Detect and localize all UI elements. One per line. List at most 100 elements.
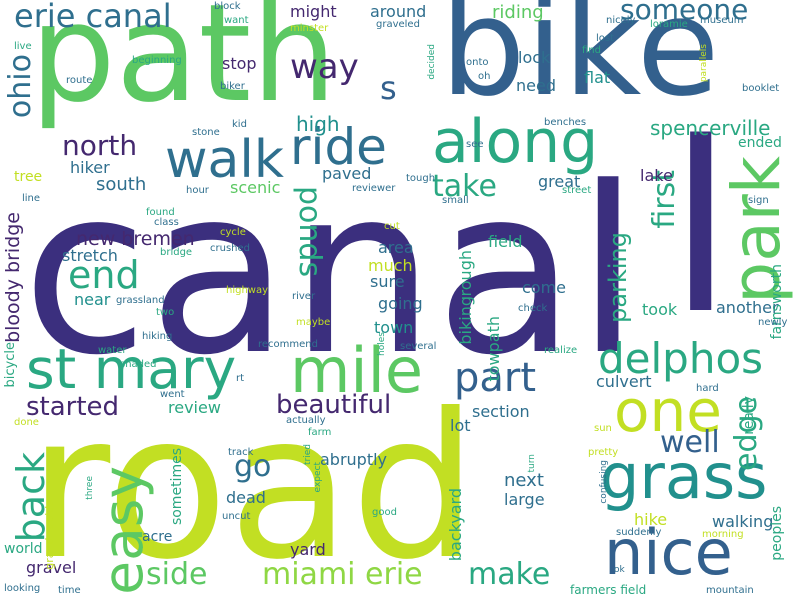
word: bike xyxy=(440,0,720,126)
word: l xyxy=(668,93,734,366)
word: suddenly xyxy=(616,527,662,538)
word: make xyxy=(468,557,551,592)
word: water xyxy=(98,345,127,356)
word: decided xyxy=(427,44,437,80)
word: going xyxy=(378,294,423,313)
word: beautiful xyxy=(276,390,392,420)
word: class xyxy=(154,217,179,228)
word: ok xyxy=(614,565,625,575)
word: scenic xyxy=(230,178,281,197)
word: riding xyxy=(492,2,544,23)
word: nicely xyxy=(606,15,636,26)
word: reviewer xyxy=(352,183,396,194)
word: side xyxy=(146,557,208,592)
word: hiker xyxy=(70,158,110,177)
word: come xyxy=(522,278,567,297)
word: biking xyxy=(456,296,475,345)
word: hard xyxy=(696,383,719,394)
word: bloody bridge xyxy=(2,212,24,343)
word: end xyxy=(68,253,140,297)
word: st mary xyxy=(26,337,237,401)
word: ended xyxy=(738,135,782,151)
word: highway xyxy=(226,285,269,296)
word: nice xyxy=(604,516,733,589)
word: kid xyxy=(232,119,247,130)
word: well xyxy=(660,425,720,460)
word: take xyxy=(432,169,497,204)
word: walking xyxy=(712,512,774,531)
word: next xyxy=(504,470,544,491)
word: field xyxy=(488,232,523,251)
word: one xyxy=(614,377,722,445)
word: acre xyxy=(142,529,173,545)
word: near xyxy=(74,290,111,309)
word: tough xyxy=(406,173,436,184)
word: museum xyxy=(700,15,744,26)
word: rt xyxy=(236,373,245,384)
word: went xyxy=(160,389,185,400)
word: hike xyxy=(634,510,668,529)
word: sure xyxy=(370,272,405,291)
word: high xyxy=(296,112,340,136)
word: parking xyxy=(604,232,632,323)
word: ponds xyxy=(292,186,327,278)
word: abruptly xyxy=(320,450,388,469)
word: s xyxy=(380,69,397,107)
word: peoples xyxy=(769,506,785,561)
word: yard xyxy=(290,540,326,559)
word: review xyxy=(168,398,221,417)
word: find xyxy=(582,45,601,56)
word: mountain xyxy=(706,585,754,596)
word: minster xyxy=(290,23,329,34)
word: north xyxy=(62,129,138,162)
word: time xyxy=(58,585,81,596)
word: uncut xyxy=(222,511,251,522)
word: path xyxy=(30,0,337,132)
word: onto xyxy=(466,57,489,68)
word: live xyxy=(14,41,32,52)
word: backyard xyxy=(446,488,465,562)
word: towpath xyxy=(484,316,503,382)
word: three xyxy=(85,476,95,500)
word: ohio xyxy=(3,54,38,119)
word: several xyxy=(400,341,437,352)
word: want xyxy=(224,15,249,26)
word: spencerville xyxy=(650,116,771,140)
word: track xyxy=(228,447,254,458)
word: pretty xyxy=(588,447,619,458)
word: started xyxy=(26,392,120,422)
word: mile xyxy=(290,334,423,407)
word: oh xyxy=(478,71,491,82)
word: parallels xyxy=(699,44,709,83)
word: beginning xyxy=(132,55,182,66)
word: realize xyxy=(544,345,578,356)
word: cut xyxy=(384,221,400,232)
word: graveled xyxy=(376,19,420,30)
word: part xyxy=(454,355,537,401)
word: grassland xyxy=(116,295,165,306)
word: another xyxy=(716,298,779,317)
word: really xyxy=(741,396,757,435)
word: morning xyxy=(702,529,744,540)
word: area xyxy=(378,238,414,257)
word: canal xyxy=(22,139,641,406)
word: grass xyxy=(600,440,768,513)
word: lost xyxy=(596,33,615,44)
word: expect xyxy=(313,462,323,493)
word: south xyxy=(96,174,147,195)
word: good xyxy=(372,507,397,518)
word: erie canal xyxy=(14,0,172,35)
word: lot xyxy=(450,416,471,435)
word: someone xyxy=(620,0,749,26)
word: farnsworth xyxy=(769,264,785,340)
word: river xyxy=(292,291,316,302)
word: farm xyxy=(308,427,332,438)
word: along xyxy=(432,107,599,177)
word: adjacent xyxy=(142,543,186,554)
word: ride xyxy=(290,118,387,176)
word: maybe xyxy=(296,317,331,328)
word: two xyxy=(156,307,175,318)
word: go xyxy=(234,449,272,484)
word: looking xyxy=(4,583,41,594)
